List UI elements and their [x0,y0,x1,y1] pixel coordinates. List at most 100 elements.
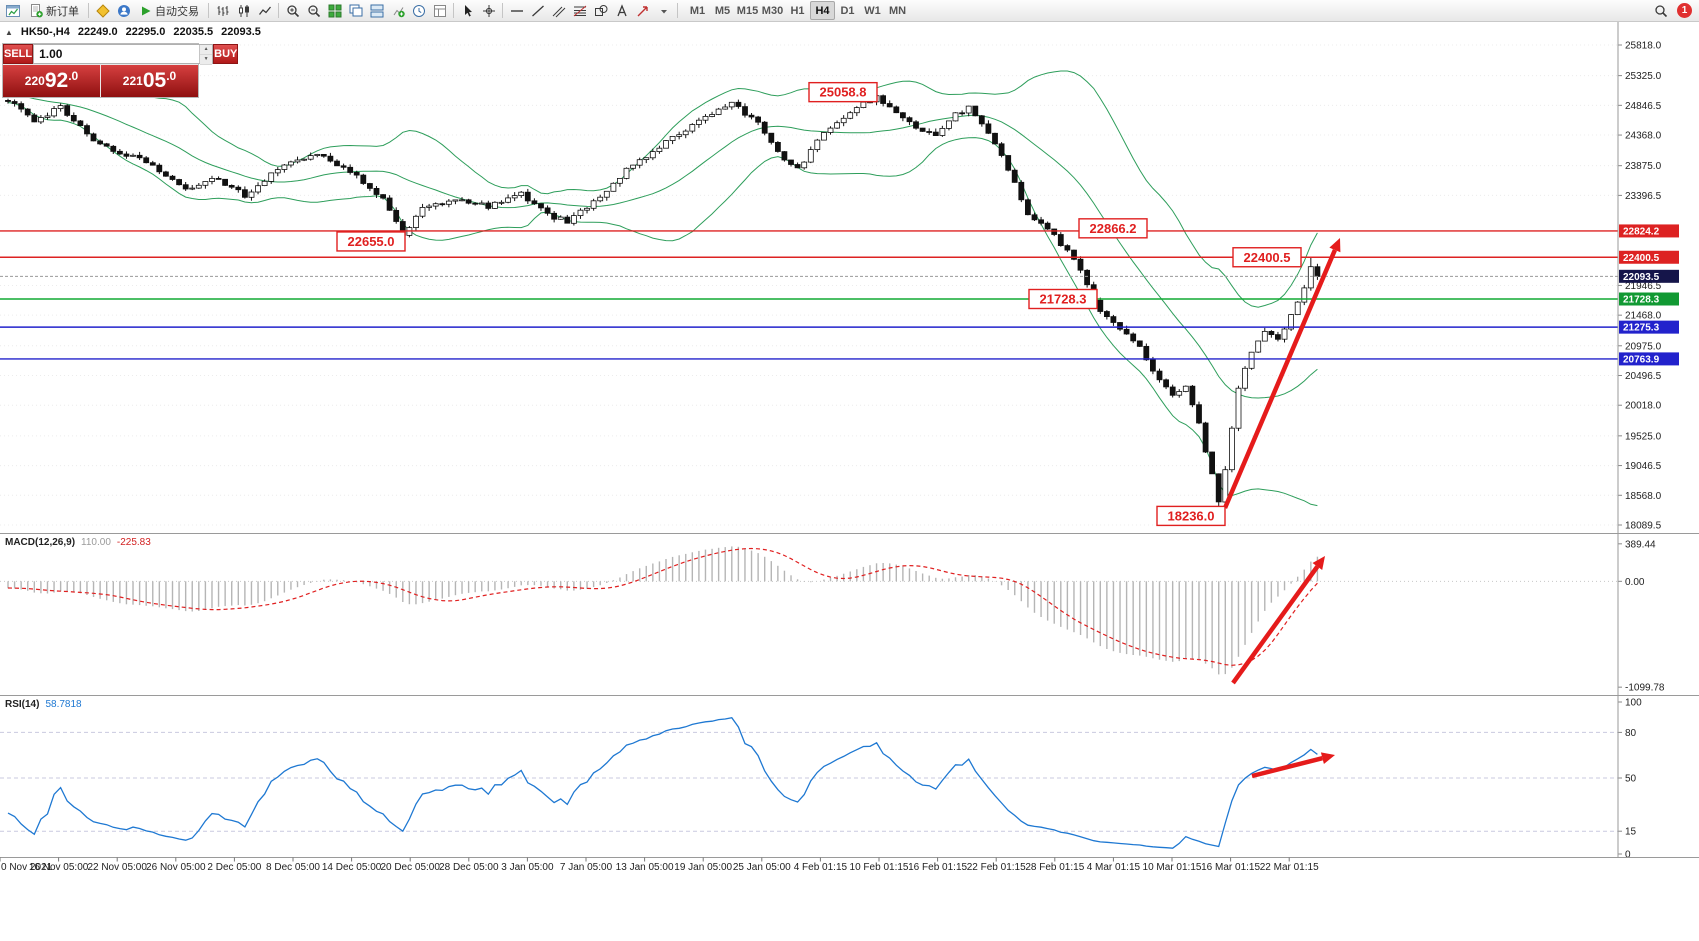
ohlc-close: 22093.5 [221,26,261,38]
chart-window-icon[interactable] [3,1,24,20]
svg-text:24368.0: 24368.0 [1625,131,1662,142]
metaeditor-icon[interactable] [92,1,113,20]
bar-chart-icon[interactable] [212,1,233,20]
period-clock-icon[interactable] [408,1,429,20]
svg-text:10 Mar 01:15: 10 Mar 01:15 [1143,862,1202,873]
rsi-layer [0,716,1618,849]
add-indicator-icon[interactable] [387,1,408,20]
svg-text:0 Nov 2021: 0 Nov 2021 [1,862,53,873]
sell-button[interactable]: SELL [3,44,34,64]
main-toolbar: 新订单 自动交易 M1 M5 M15 M30 H1 H4 D1 W1 MN 1 [0,0,1699,22]
channel-icon[interactable] [548,1,569,20]
toolbar-right-group: 1 [1650,1,1696,20]
svg-text:7 Jan 05:00: 7 Jan 05:00 [560,862,613,873]
timeframe-button-m5[interactable]: M5 [714,4,731,17]
toolbar-separator [278,3,279,18]
svg-text:19525.0: 19525.0 [1625,431,1662,442]
svg-text:25058.8: 25058.8 [820,85,867,100]
price-trend-arrow[interactable] [1222,238,1341,509]
svg-text:16 Feb 01:15: 16 Feb 01:15 [908,862,967,873]
timeframe-button-h1[interactable]: H1 [790,4,805,17]
svg-text:25818.0: 25818.0 [1625,41,1662,52]
annotation-label[interactable]: 22400.5 [1232,247,1302,268]
svg-text:0.00: 0.00 [1625,577,1645,588]
collapse-triangle-icon[interactable]: ▲ [5,27,13,37]
cursor-icon[interactable] [457,1,478,20]
zoom-in-icon[interactable] [282,1,303,20]
svg-text:20 Dec 05:00: 20 Dec 05:00 [380,862,440,873]
chevron-down-icon[interactable] [653,1,674,20]
volume-input[interactable] [34,45,200,63]
rsi-value: 58.7818 [45,699,82,710]
svg-text:18236.0: 18236.0 [1168,508,1215,523]
timeframe-button-m30[interactable]: M30 [761,4,784,17]
timeframe-group: M1 M5 M15 M30 H1 H4 D1 W1 MN [685,1,910,20]
svg-text:16 Nov 05:00: 16 Nov 05:00 [29,862,89,873]
svg-text:21468.0: 21468.0 [1625,311,1662,322]
horizontal-line-icon[interactable] [506,1,527,20]
annotation-label[interactable]: 21728.3 [1028,288,1098,310]
buy-price-display[interactable]: 221 05.0 [101,65,198,97]
new-order-label: 新订单 [46,5,79,18]
timeframe-button-m1[interactable]: M1 [689,4,706,17]
cascade-windows-icon[interactable] [345,1,366,20]
community-icon[interactable] [113,1,134,20]
price-badge [1619,352,1679,366]
macd-layer [0,546,1618,675]
svg-text:22 Nov 05:00: 22 Nov 05:00 [87,862,147,873]
sell-price-display[interactable]: 220 92.0 [3,65,100,97]
templates-icon[interactable] [429,1,450,20]
timeframe-button-m15[interactable]: M15 [736,4,759,17]
toolbar-separator [88,3,89,18]
svg-text:389.44: 389.44 [1625,539,1656,550]
annotation-label[interactable]: 22655.0 [336,231,406,252]
toolbar-separator [677,3,678,18]
line-chart-icon[interactable] [254,1,275,20]
search-icon[interactable] [1650,1,1671,20]
annotation-label[interactable]: 22866.2 [1078,218,1148,239]
rsi-name: RSI(14) [5,699,40,710]
candlestick-chart-icon[interactable] [233,1,254,20]
shapes-icon[interactable] [590,1,611,20]
svg-text:21728.3: 21728.3 [1623,295,1660,306]
fibonacci-icon[interactable] [569,1,590,20]
svg-text:16 Mar 01:15: 16 Mar 01:15 [1201,862,1260,873]
timeframe-button-d1[interactable]: D1 [840,4,855,17]
timeframe-button-w1[interactable]: W1 [864,4,881,17]
price-badge [1619,250,1679,264]
text-label-icon[interactable] [611,1,632,20]
arrows-tool-icon[interactable] [632,1,653,20]
svg-text:14 Dec 05:00: 14 Dec 05:00 [322,862,382,873]
rsi-trend-arrow[interactable] [1251,752,1335,779]
svg-text:10 Feb 01:15: 10 Feb 01:15 [850,862,909,873]
chart-canvas[interactable]: 25818.0 25325.0 24846.5 24368.0 23875.0 23396… [0,22,1699,941]
new-order-button[interactable]: 新订单 [24,1,85,20]
svg-text:4 Feb 01:15: 4 Feb 01:15 [794,862,848,873]
svg-text:20975.0: 20975.0 [1625,341,1662,352]
notification-badge[interactable]: 1 [1677,3,1692,18]
svg-text:18089.5: 18089.5 [1625,521,1662,532]
svg-text:3 Jan 05:00: 3 Jan 05:00 [501,862,554,873]
trendline-icon[interactable] [527,1,548,20]
crosshair-icon[interactable] [478,1,499,20]
buy-button[interactable]: BUY [213,44,239,64]
toolbar-separator [208,3,209,18]
tile-windows-icon[interactable] [324,1,345,20]
axes-layer: 25818.0 25325.0 24846.5 24368.0 23875.0 23396… [0,22,1699,873]
timeframe-button-mn[interactable]: MN [888,4,907,17]
annotation-label[interactable]: 18236.0 [1156,505,1226,527]
annotation-label[interactable]: 25058.8 [808,81,878,103]
timeframe-button-h4[interactable]: H4 [810,1,835,20]
volume-spinner: ▲ ▼ [199,45,213,65]
volume-decrease-button[interactable]: ▼ [200,55,213,65]
svg-text:2 Dec 05:00: 2 Dec 05:00 [207,862,261,873]
tile-horizontal-icon[interactable] [366,1,387,20]
horizontal-lines [0,230,1618,360]
auto-trading-button[interactable]: 自动交易 [134,1,205,20]
zoom-out-icon[interactable] [303,1,324,20]
macd-trend-arrow[interactable] [1231,556,1325,685]
svg-text:22400.5: 22400.5 [1623,253,1660,264]
macd-signal-value: -225.83 [116,537,151,548]
auto-trading-label: 自动交易 [155,5,199,18]
volume-increase-button[interactable]: ▲ [200,45,213,55]
